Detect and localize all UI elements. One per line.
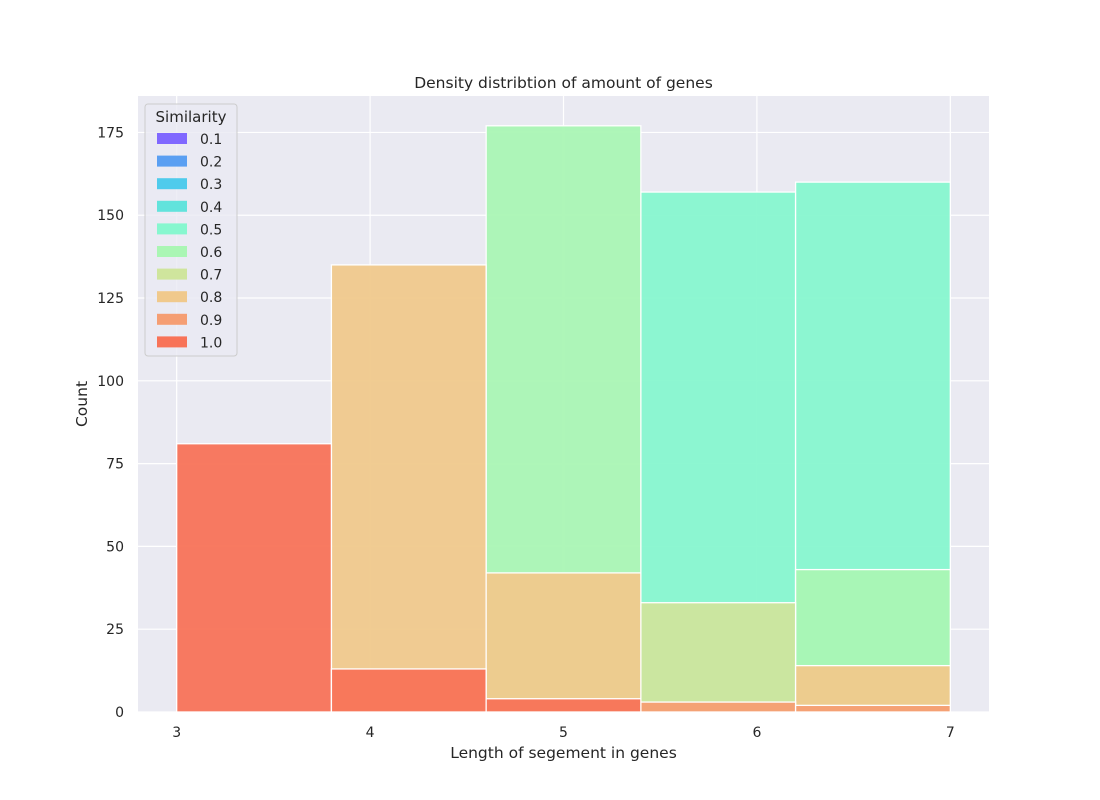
bars bbox=[176, 125, 951, 713]
legend-label: 0.5 bbox=[200, 222, 222, 238]
y-tick-label: 75 bbox=[106, 457, 124, 473]
legend: Similarity 0.1 0.2 0.3 0.4 0.5 0.6 0.7 0.8 0.9 1.… bbox=[144, 103, 238, 357]
legend-label: 0.1 bbox=[200, 132, 222, 148]
bar-sim-0.8-bin-2 bbox=[485, 572, 642, 713]
bar-sim-0.9-bin-3 bbox=[640, 701, 797, 713]
legend-swatch bbox=[157, 155, 187, 167]
bar-sim-0.9-bin-4 bbox=[794, 704, 951, 713]
legend-swatch bbox=[157, 200, 187, 212]
legend-label: 0.6 bbox=[200, 245, 222, 261]
x-tick-label: 6 bbox=[752, 725, 761, 741]
legend-label: 0.9 bbox=[200, 313, 222, 329]
y-tick-label: 150 bbox=[97, 208, 124, 224]
legend-label: 0.4 bbox=[200, 200, 222, 216]
y-tick-label: 25 bbox=[106, 622, 124, 638]
legend-swatch bbox=[157, 133, 187, 144]
chart-title: Density distribtion of amount of genes bbox=[414, 74, 713, 92]
bar-sim-1.0-bin-2 bbox=[485, 698, 642, 713]
legend-swatch bbox=[157, 268, 187, 280]
legend-swatch bbox=[157, 336, 187, 348]
legend-items: 0.1 0.2 0.3 0.4 0.5 0.6 0.7 0.8 0.9 1.0 bbox=[157, 132, 222, 351]
legend-title: Similarity bbox=[156, 108, 227, 126]
bar-sim-1.0-bin-0 bbox=[176, 443, 333, 713]
legend-swatch bbox=[157, 178, 187, 190]
y-tick-label: 50 bbox=[106, 539, 124, 555]
legend-label: 0.7 bbox=[200, 268, 222, 284]
y-tick-label: 125 bbox=[97, 291, 124, 307]
legend-swatch bbox=[157, 291, 187, 303]
legend-label: 0.8 bbox=[200, 290, 222, 306]
y-axis-label: Count bbox=[73, 381, 91, 427]
x-axis-label: Length of segement in genes bbox=[450, 744, 677, 762]
legend-label: 1.0 bbox=[200, 335, 222, 351]
x-tick-label: 3 bbox=[172, 725, 181, 741]
x-tick-labels: 3 4 5 6 7 bbox=[172, 725, 955, 741]
x-tick-label: 4 bbox=[366, 725, 375, 741]
bar-sim-0.7-bin-3 bbox=[640, 602, 797, 713]
y-tick-label: 175 bbox=[97, 125, 124, 141]
y-tick-label: 0 bbox=[115, 705, 124, 721]
x-tick-label: 7 bbox=[946, 725, 955, 741]
y-tick-label: 100 bbox=[97, 374, 124, 390]
legend-swatch bbox=[157, 313, 187, 325]
x-tick-label: 5 bbox=[559, 725, 568, 741]
y-tick-labels: 0 25 50 75 100 125 150 175 bbox=[97, 125, 124, 721]
legend-swatch bbox=[157, 246, 187, 257]
bar-sim-1.0-bin-1 bbox=[330, 668, 487, 713]
legend-label: 0.2 bbox=[200, 155, 222, 171]
legend-label: 0.3 bbox=[200, 177, 222, 193]
bar-sim-0.8-bin-1 bbox=[330, 264, 487, 713]
legend-swatch bbox=[157, 223, 187, 235]
